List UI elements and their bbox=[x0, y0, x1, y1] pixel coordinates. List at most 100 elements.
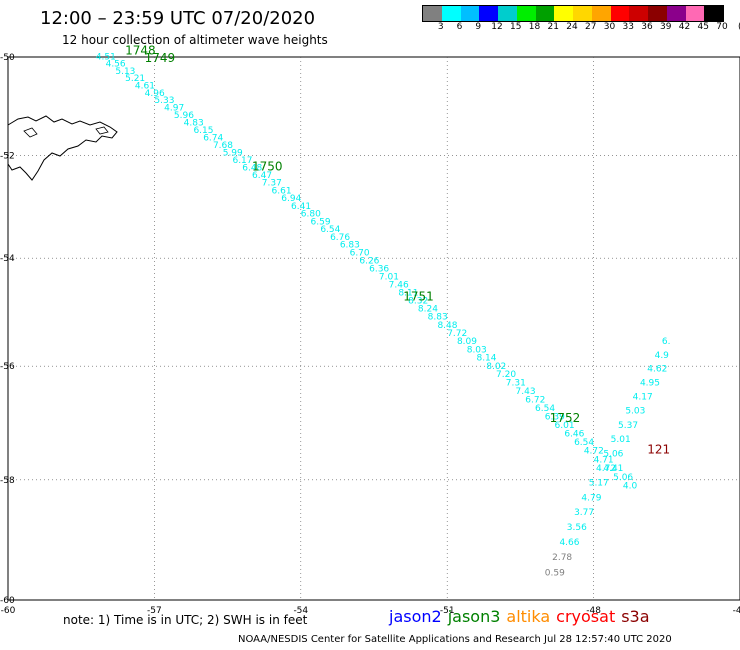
chart-title: 12:00 – 23:59 UTC 07/20/2020 bbox=[40, 8, 316, 29]
color-scale-label: 3 bbox=[437, 22, 444, 32]
wave-height-label: 4.61 bbox=[135, 82, 155, 92]
color-swatch bbox=[610, 6, 630, 21]
wave-height-label: 5.03 bbox=[625, 407, 645, 417]
color-swatch bbox=[629, 6, 648, 21]
lon-tick-label: -60 bbox=[1, 606, 16, 616]
wave-height-label: 4.56 bbox=[106, 60, 126, 70]
islet-coast bbox=[23, 127, 38, 138]
wave-height-label: 8.09 bbox=[457, 337, 477, 347]
wave-height-label: 7.01 bbox=[379, 272, 399, 282]
wave-height-label: 4.83 bbox=[184, 118, 204, 128]
color-scale-label: 45 bbox=[697, 22, 709, 32]
lon-tick-label: -51 bbox=[440, 606, 455, 616]
lat-tick-label: -54 bbox=[0, 254, 15, 264]
wave-height-label: 6.72 bbox=[525, 395, 545, 405]
color-swatch bbox=[685, 6, 705, 21]
wave-height-label: 8.32 bbox=[408, 296, 428, 306]
altimeter-labels: 4.514.565.135.214.614.965.334.975.964.83… bbox=[96, 44, 671, 579]
wave-height-label: 5.96 bbox=[174, 111, 194, 121]
wave-height-label: 0.59 bbox=[545, 568, 565, 578]
wave-height-label: 5.99 bbox=[223, 148, 243, 158]
wave-height-label: 5.06 bbox=[603, 450, 623, 460]
wave-height-label: 2.78 bbox=[552, 553, 572, 563]
lat-tick-label: -58 bbox=[0, 476, 15, 486]
wave-height-label: 4.95 bbox=[640, 379, 660, 389]
wave-height-label: 6.01 bbox=[555, 421, 575, 431]
color-swatch bbox=[704, 6, 723, 21]
wave-height-label: 6.76 bbox=[330, 233, 350, 243]
wave-height-label: 6.36 bbox=[369, 264, 389, 274]
legend-item-cryosat: cryosat bbox=[556, 607, 616, 626]
wave-height-label: 6.61 bbox=[272, 186, 292, 196]
color-scale-bar bbox=[422, 5, 724, 22]
color-swatch bbox=[441, 6, 461, 21]
falkland-islands-outline bbox=[7, 115, 118, 181]
map-frame bbox=[7, 56, 740, 601]
wave-height-label: 5.06 bbox=[613, 473, 633, 483]
wave-height-label: 7.46 bbox=[389, 280, 409, 290]
color-swatch bbox=[591, 6, 611, 21]
wave-height-label: 6.46 bbox=[564, 429, 584, 439]
wave-height-label: 6.83 bbox=[340, 241, 360, 251]
color-swatch bbox=[554, 6, 573, 21]
wave-height-label: 6.59 bbox=[311, 217, 331, 227]
color-scale-label: 70 bbox=[716, 22, 728, 32]
wave-height-label: 8.03 bbox=[467, 345, 487, 355]
wave-height-label: 5.21 bbox=[125, 74, 145, 84]
color-swatch bbox=[498, 6, 517, 21]
lat-tick-label: -56 bbox=[0, 362, 15, 372]
color-swatch bbox=[648, 6, 667, 21]
color-scale-label: 42 bbox=[678, 22, 691, 32]
wave-height-label: 8.02 bbox=[486, 362, 506, 372]
islet-coast bbox=[95, 126, 109, 135]
color-swatch bbox=[460, 6, 480, 21]
wave-height-label: 4.79 bbox=[581, 493, 601, 503]
wave-height-label: 8.24 bbox=[418, 305, 438, 315]
color-scale-label: 12 bbox=[491, 22, 503, 32]
wave-height-label: 5.01 bbox=[611, 435, 631, 445]
pass-time-label: 121 bbox=[647, 443, 670, 457]
wave-height-label: 3.56 bbox=[567, 523, 587, 533]
color-scale-label: (ft) bbox=[738, 22, 740, 32]
wave-height-label: 4.72 bbox=[596, 464, 616, 474]
satellite-legend: jason2 jason3 altika cryosat s3a bbox=[389, 607, 656, 626]
color-swatch bbox=[516, 6, 536, 21]
color-scale-label: 9 bbox=[475, 22, 482, 32]
map-grid bbox=[7, 56, 740, 601]
wave-height-label: 6.54 bbox=[535, 404, 555, 414]
wave-height-label: 6.17 bbox=[232, 156, 252, 166]
wave-height-label: 7.37 bbox=[262, 179, 282, 189]
color-scale-label: 33 bbox=[622, 22, 634, 32]
wave-height-label: 4.96 bbox=[145, 89, 165, 99]
footnote: note: 1) Time is in UTC; 2) SWH is in fe… bbox=[63, 613, 308, 627]
wave-height-label: 6.26 bbox=[359, 256, 379, 266]
wave-height-label: 4.97 bbox=[164, 104, 184, 114]
wave-height-label: 6.54 bbox=[320, 225, 340, 235]
lon-tick-label: -45 bbox=[733, 606, 740, 616]
color-scale-label: 36 bbox=[641, 22, 653, 32]
wave-height-label: 4.17 bbox=[633, 393, 653, 403]
wave-height-label: 5.13 bbox=[115, 67, 135, 77]
pass-time-label: 1749 bbox=[145, 51, 176, 65]
wave-height-label: 8.14 bbox=[476, 354, 496, 364]
color-scale-label: 39 bbox=[660, 22, 672, 32]
pass-time-label: 1748 bbox=[125, 44, 156, 58]
color-scale-label: 18 bbox=[528, 22, 541, 32]
wave-height-label: 5.33 bbox=[154, 96, 174, 106]
wave-height-label: 6.47 bbox=[252, 171, 272, 181]
lat-tick-label: -60 bbox=[0, 596, 15, 606]
wave-height-label: 6.80 bbox=[301, 209, 321, 219]
legend-item-altika: altika bbox=[506, 607, 551, 626]
lat-tick-label: -52 bbox=[0, 151, 15, 161]
pass-time-label: 1751 bbox=[403, 290, 434, 304]
color-scale-label: 30 bbox=[603, 22, 616, 32]
wave-height-label: 6.94 bbox=[281, 194, 301, 204]
wave-height-label: 4.9 bbox=[655, 351, 670, 361]
pass-time-label: 1752 bbox=[550, 411, 581, 425]
island-coast bbox=[7, 115, 118, 181]
color-scale-label: 27 bbox=[585, 22, 597, 32]
wave-height-label: 6.70 bbox=[350, 249, 370, 259]
wave-height-label: 6.54 bbox=[574, 438, 594, 448]
lon-tick-label: -48 bbox=[586, 606, 601, 616]
